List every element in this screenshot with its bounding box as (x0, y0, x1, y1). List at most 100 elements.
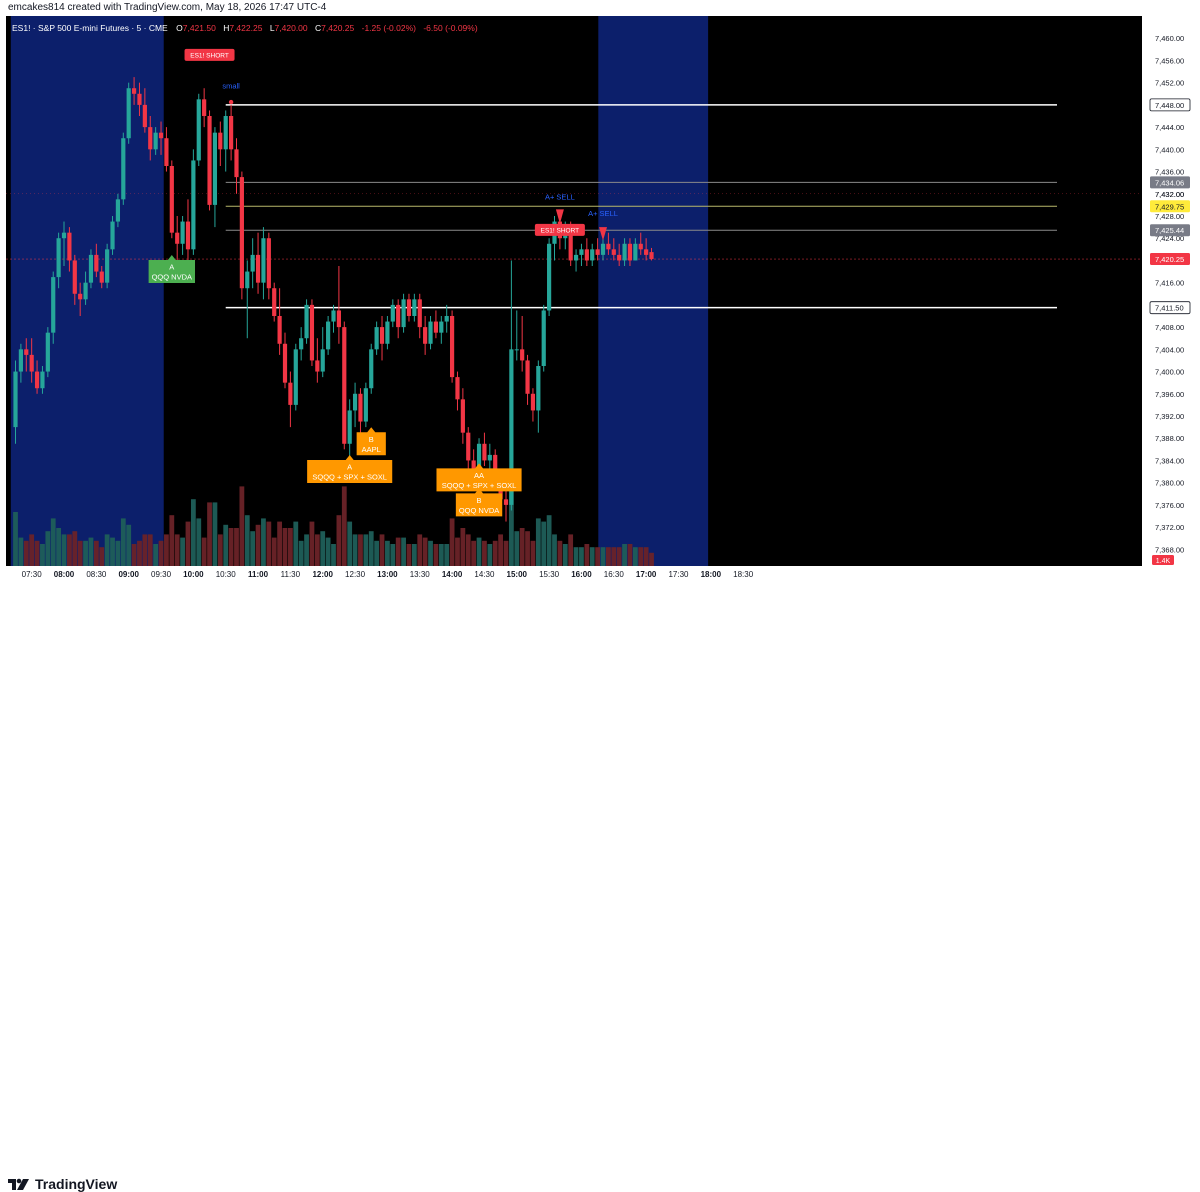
volume-bar (309, 521, 315, 566)
credit-text: emcakes814 created with TradingView.com,… (8, 2, 327, 13)
time-tick-label: 07:30 (22, 570, 43, 579)
candle-body (600, 243, 606, 255)
volume-bar (56, 528, 62, 566)
candle-body (649, 252, 654, 260)
signal-text: A+ SELL (588, 209, 618, 218)
volume-bar (557, 540, 563, 566)
legend-close-label: C (315, 23, 321, 33)
volume-bar (568, 534, 574, 566)
candle-body (56, 238, 61, 278)
legend-high-label: H (223, 23, 229, 33)
volume-bar (153, 544, 159, 566)
tradingview-logo[interactable]: TradingView (8, 1176, 117, 1192)
time-axis[interactable] (6, 566, 1142, 582)
candle-body (78, 293, 83, 300)
time-tick-label: 15:00 (507, 570, 528, 579)
signal-dot (228, 99, 234, 105)
volume-bar (212, 502, 218, 566)
candle-body (83, 282, 88, 300)
candle-body (261, 238, 266, 283)
session-shade-2 (598, 16, 709, 566)
flag-marker-box (307, 455, 393, 484)
volume-bar (99, 547, 105, 566)
price-label-text: 7,434.06 (1155, 178, 1184, 187)
signal-label-text: ES1! SHORT (541, 227, 580, 234)
candle-body (148, 127, 153, 150)
price-tick-label: 7,428.00 (1155, 212, 1184, 221)
volume-bar (314, 534, 320, 566)
candle-body (126, 88, 131, 139)
candle-body (611, 249, 616, 255)
price-tick-label: 7,376.00 (1155, 501, 1184, 510)
candle-body (137, 93, 142, 105)
credit-bar: emcakes814 created with TradingView.com,… (0, 0, 1200, 16)
flag-marker-box (455, 488, 503, 517)
candle-body (358, 393, 363, 422)
flag-marker-letter: AA (474, 471, 484, 480)
volume-bar (207, 502, 212, 566)
volume-bar (433, 544, 439, 566)
price-tick-label: 7,460.00 (1155, 34, 1184, 43)
candle-body (110, 221, 115, 250)
tradingview-logo-text: TradingView (35, 1176, 118, 1192)
volume-bar (422, 537, 428, 566)
candle-body (29, 354, 34, 372)
price-chart[interactable]: ES1! SHORT small A+ SELL A+ SELL ES1! SHORT A… (0, 0, 1200, 622)
price-tick-label: 7,392.00 (1155, 412, 1184, 421)
volume-bar (492, 540, 498, 566)
price-label-text: 7,448.00 (1155, 101, 1184, 110)
legend-close-value: 7,420.25 (321, 23, 354, 33)
price-label-box (1150, 253, 1190, 266)
candle-body (433, 321, 439, 333)
volume-bar (525, 531, 530, 566)
candle-body (72, 260, 77, 294)
time-tick-label: 15:30 (539, 570, 560, 579)
volume-bar (228, 528, 234, 566)
candle-body (530, 393, 536, 411)
time-tick-label: 11:00 (248, 570, 269, 579)
candle-body (94, 254, 99, 272)
volume-bar (562, 544, 568, 566)
horizontal-levels[interactable] (225, 104, 1057, 309)
candle-body (455, 377, 460, 400)
candle-body (342, 327, 347, 444)
time-tick-label: 13:30 (410, 570, 431, 579)
candle-body (347, 410, 352, 444)
legend-low-label: L (270, 23, 275, 33)
volume-bar (352, 534, 358, 566)
volume-bar (573, 547, 579, 566)
time-tick-label: 11:30 (281, 570, 301, 579)
volume-bar (622, 544, 627, 566)
volume-bar (611, 547, 617, 566)
volume-bar (331, 544, 336, 566)
volume-bar (535, 518, 541, 566)
price-tick-label: 7,452.00 (1155, 79, 1184, 88)
session-shading (10, 16, 709, 566)
candle-body (509, 349, 514, 505)
time-tick-label: 12:30 (345, 570, 366, 579)
candle-body (444, 316, 449, 322)
volume-bar (164, 534, 169, 566)
candle-body (449, 316, 455, 378)
volume-bar (120, 518, 126, 566)
chart-background (6, 16, 1142, 581)
candle-body (503, 499, 509, 505)
candle-body (352, 393, 358, 411)
volume-bar (417, 534, 423, 566)
volume-bar (83, 540, 88, 566)
candle-body (45, 332, 50, 372)
candle-body (202, 99, 207, 116)
candle-body (590, 249, 595, 261)
price-tick-label: 7,408.00 (1155, 323, 1184, 332)
time-tick-label: 10:00 (183, 570, 204, 579)
volume-bar (444, 544, 450, 566)
volume-label-text: 1.4K (1156, 558, 1171, 565)
volume-bar (147, 534, 153, 566)
candle-body (617, 254, 622, 261)
volume-bar (169, 515, 175, 566)
volume-bar (67, 534, 72, 566)
volume-bar (482, 540, 487, 566)
candle-body (158, 132, 164, 139)
signal-label-text: ES1! SHORT (190, 52, 229, 59)
volume-bar (616, 547, 622, 566)
